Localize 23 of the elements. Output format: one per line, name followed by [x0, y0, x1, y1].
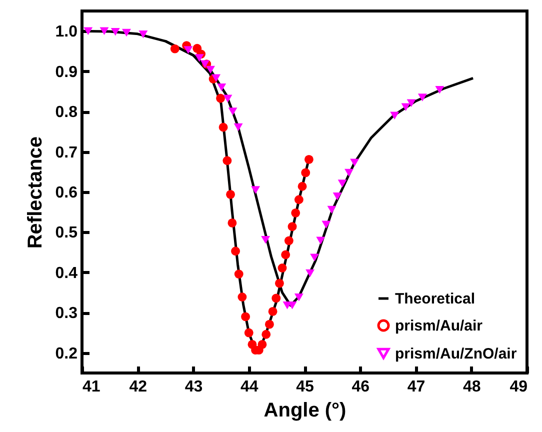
y-axis-title: Reflectance — [24, 136, 46, 249]
x-tick-label: 46 — [352, 378, 370, 396]
y-tick-label: 0.8 — [55, 104, 78, 122]
legend-label: Theoretical — [395, 290, 476, 308]
legend-label: prism/Au/air — [395, 318, 483, 334]
x-tick-label: 43 — [184, 378, 203, 396]
y-tick-label: 0.4 — [55, 264, 78, 282]
x-axis-title: Angle (°) — [264, 400, 346, 422]
y-tick-label: 0.5 — [55, 224, 78, 242]
y-tick-label: 0.3 — [55, 305, 78, 322]
x-tick-label: 41 — [82, 378, 100, 396]
x-tick-label: 49 — [510, 378, 528, 396]
y-tick-label: 1.0 — [55, 24, 78, 41]
x-tick-label: 45 — [296, 378, 314, 396]
y-tick-label: 0.6 — [55, 184, 78, 202]
x-tick-label: 42 — [129, 378, 148, 396]
x-tick-label: 48 — [462, 378, 481, 396]
x-tick-label: 44 — [240, 378, 258, 396]
y-tick-label: 0.7 — [55, 144, 78, 162]
y-tick-label: 0.2 — [55, 345, 78, 362]
x-tick-label: 47 — [407, 378, 426, 396]
legend-label: prism/Au/ZnO/air — [395, 346, 517, 362]
y-tick-label: 0.9 — [55, 64, 78, 81]
